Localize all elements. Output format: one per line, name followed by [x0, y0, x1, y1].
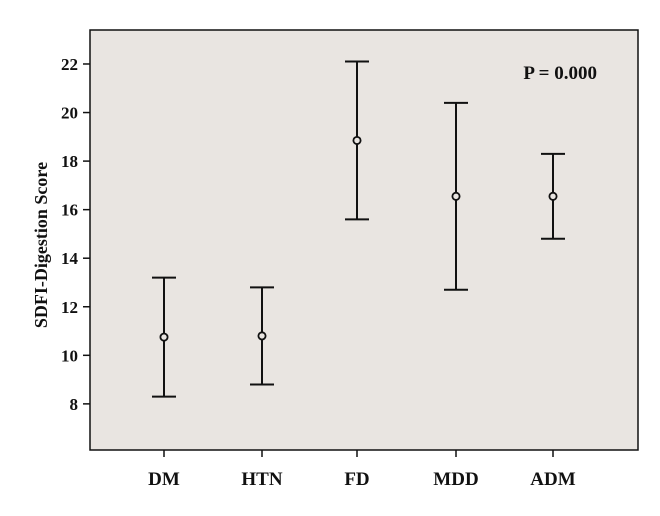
y-tick-label-10: 10 [61, 346, 78, 365]
y-tick-label-20: 20 [61, 104, 78, 123]
y-tick-label-8: 8 [70, 395, 79, 414]
mean-point-adm [548, 191, 558, 201]
p-value-annotation: P = 0.000 [523, 63, 597, 84]
mean-point-htn [257, 331, 267, 341]
y-tick-label-14: 14 [61, 249, 79, 268]
plot-area [89, 29, 639, 451]
x-tick-label-adm: ADM [530, 469, 575, 490]
mean-point-fd [352, 135, 362, 145]
y-tick-label-18: 18 [61, 152, 78, 171]
mean-point-dm [159, 332, 169, 342]
x-tick-label-mdd: MDD [433, 469, 478, 490]
error-bars [152, 60, 565, 398]
y-axis-label: SDFI-Digestion Score [31, 162, 51, 328]
x-tick-label-htn: HTN [241, 469, 282, 490]
x-tick-label-dm: DM [148, 469, 180, 490]
x-axis: DM HTN FD MDD ADM [148, 450, 576, 490]
y-tick-label-12: 12 [61, 298, 78, 317]
y-tick-label-22: 22 [61, 55, 78, 74]
y-tick-label-16: 16 [61, 201, 78, 220]
y-axis: 8 10 12 14 16 18 20 22 [61, 55, 90, 414]
mean-point-mdd [451, 191, 461, 201]
x-tick-label-fd: FD [344, 469, 369, 490]
